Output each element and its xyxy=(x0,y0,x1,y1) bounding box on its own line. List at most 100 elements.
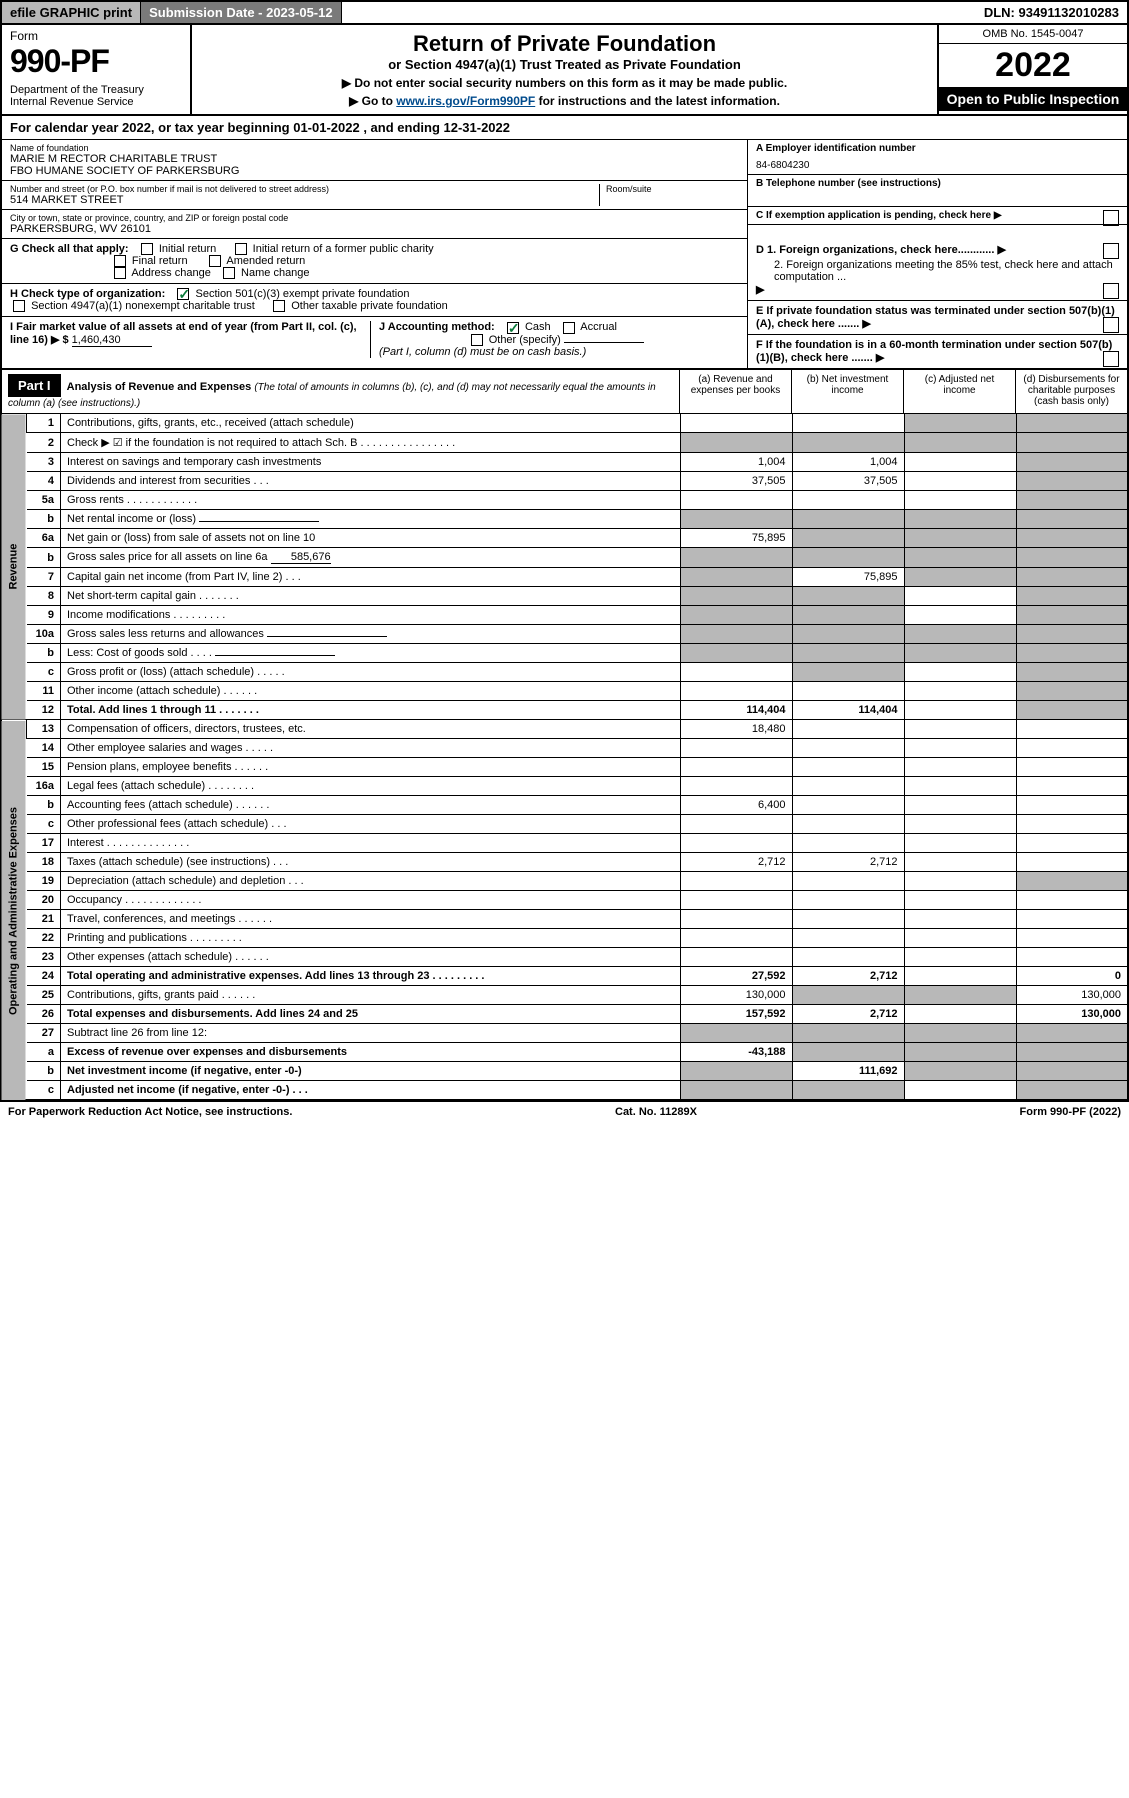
line-number: 3 xyxy=(27,453,61,472)
table-cell xyxy=(904,433,1016,453)
table-row: Operating and Administrative Expenses 13… xyxy=(1,720,1128,739)
form-label: Form xyxy=(10,29,182,43)
checkbox-initial-public[interactable] xyxy=(235,243,247,255)
efile-print-button[interactable]: efile GRAPHIC print xyxy=(2,2,141,23)
address-label: Number and street (or P.O. box number if… xyxy=(10,184,599,194)
checkbox-f[interactable] xyxy=(1103,351,1119,367)
line-description: Other income (attach schedule) . . . . .… xyxy=(61,682,681,701)
city-value: PARKERSBURG, WV 26101 xyxy=(10,223,739,235)
table-row: 22 Printing and publications . . . . . .… xyxy=(1,929,1128,948)
table-row: a Excess of revenue over expenses and di… xyxy=(1,1043,1128,1062)
line-number: b xyxy=(27,644,61,663)
table-cell: 75,895 xyxy=(680,529,792,548)
expenses-side-label: Operating and Administrative Expenses xyxy=(1,720,27,1100)
table-cell xyxy=(792,491,904,510)
table-cell: 130,000 xyxy=(680,986,792,1005)
table-cell xyxy=(904,986,1016,1005)
irs-link[interactable]: www.irs.gov/Form990PF xyxy=(396,94,535,108)
line-number: 20 xyxy=(27,891,61,910)
line-number: 22 xyxy=(27,929,61,948)
checkbox-4947[interactable] xyxy=(13,300,25,312)
table-cell xyxy=(680,568,792,587)
table-cell xyxy=(1016,606,1128,625)
table-cell xyxy=(904,853,1016,872)
line-number: 10a xyxy=(27,625,61,644)
table-cell: 130,000 xyxy=(1016,1005,1128,1024)
table-cell xyxy=(1016,834,1128,853)
foundation-name: MARIE M RECTOR CHARITABLE TRUST FBO HUMA… xyxy=(10,153,739,177)
table-cell xyxy=(904,663,1016,682)
table-cell xyxy=(1016,815,1128,834)
telephone-label: B Telephone number (see instructions) xyxy=(756,178,1119,189)
line-number: 2 xyxy=(27,433,61,453)
line-description: Total. Add lines 1 through 11 . . . . . … xyxy=(61,701,681,720)
table-cell xyxy=(792,606,904,625)
table-cell xyxy=(792,796,904,815)
table-cell xyxy=(1016,548,1128,568)
form-title: Return of Private Foundation xyxy=(198,31,931,57)
address-value: 514 MARKET STREET xyxy=(10,194,599,206)
footer-mid: Cat. No. 11289X xyxy=(615,1106,697,1118)
checkbox-address-change[interactable] xyxy=(114,267,126,279)
line-number: 9 xyxy=(27,606,61,625)
table-cell xyxy=(792,529,904,548)
line-description: Check ▶ ☑ if the foundation is not requi… xyxy=(61,433,681,453)
table-row: 8 Net short-term capital gain . . . . . … xyxy=(1,587,1128,606)
dept-label: Department of the Treasury Internal Reve… xyxy=(10,84,182,108)
checkbox-final-return[interactable] xyxy=(114,255,126,267)
line-description: Pension plans, employee benefits . . . .… xyxy=(61,758,681,777)
table-cell: -43,188 xyxy=(680,1043,792,1062)
checkbox-accrual[interactable] xyxy=(563,322,575,334)
line-description: Occupancy . . . . . . . . . . . . . xyxy=(61,891,681,910)
part1-title: Analysis of Revenue and Expenses xyxy=(67,381,252,393)
table-row: 4 Dividends and interest from securities… xyxy=(1,472,1128,491)
table-cell xyxy=(904,414,1016,433)
section-j-label: J Accounting method: xyxy=(379,321,495,333)
table-cell xyxy=(1016,891,1128,910)
table-row: 7 Capital gain net income (from Part IV,… xyxy=(1,568,1128,587)
form-header: Form 990-PF Department of the Treasury I… xyxy=(0,25,1129,116)
checkbox-e[interactable] xyxy=(1103,317,1119,333)
table-row: 15 Pension plans, employee benefits . . … xyxy=(1,758,1128,777)
line-description: Printing and publications . . . . . . . … xyxy=(61,929,681,948)
line-number: 1 xyxy=(27,414,61,433)
checkbox-c[interactable] xyxy=(1103,210,1119,226)
checkbox-initial-return[interactable] xyxy=(141,243,153,255)
line-description: Net rental income or (loss) xyxy=(61,510,681,529)
table-cell: 2,712 xyxy=(792,853,904,872)
checkbox-other-taxable[interactable] xyxy=(273,300,285,312)
table-row: 11 Other income (attach schedule) . . . … xyxy=(1,682,1128,701)
table-cell xyxy=(1016,929,1128,948)
checkbox-501c3[interactable] xyxy=(177,288,189,300)
line-number: 19 xyxy=(27,872,61,891)
line-number: 26 xyxy=(27,1005,61,1024)
table-cell xyxy=(904,625,1016,644)
line-description: Taxes (attach schedule) (see instruction… xyxy=(61,853,681,872)
line-description: Travel, conferences, and meetings . . . … xyxy=(61,910,681,929)
table-cell xyxy=(904,948,1016,967)
table-cell xyxy=(792,720,904,739)
checkbox-name-change[interactable] xyxy=(223,267,235,279)
checkbox-other-method[interactable] xyxy=(471,334,483,346)
table-row: 25 Contributions, gifts, grants paid . .… xyxy=(1,986,1128,1005)
table-cell xyxy=(1016,682,1128,701)
table-cell xyxy=(680,414,792,433)
checkbox-amended[interactable] xyxy=(209,255,221,267)
checkbox-cash[interactable] xyxy=(507,322,519,334)
col-a-header: (a) Revenue and expenses per books xyxy=(679,370,791,413)
table-cell xyxy=(680,510,792,529)
table-cell xyxy=(1016,587,1128,606)
table-cell: 2,712 xyxy=(680,853,792,872)
ein-label: A Employer identification number xyxy=(756,143,1119,154)
table-row: 16a Legal fees (attach schedule) . . . .… xyxy=(1,777,1128,796)
table-cell xyxy=(904,910,1016,929)
table-cell xyxy=(904,834,1016,853)
table-cell xyxy=(1016,510,1128,529)
checkbox-d2[interactable] xyxy=(1103,283,1119,299)
checkbox-d1[interactable] xyxy=(1103,243,1119,259)
table-cell: 114,404 xyxy=(680,701,792,720)
line-description: Gross profit or (loss) (attach schedule)… xyxy=(61,663,681,682)
section-i-label: I Fair market value of all assets at end… xyxy=(10,321,357,346)
table-cell xyxy=(680,1062,792,1081)
table-cell: 75,895 xyxy=(792,568,904,587)
